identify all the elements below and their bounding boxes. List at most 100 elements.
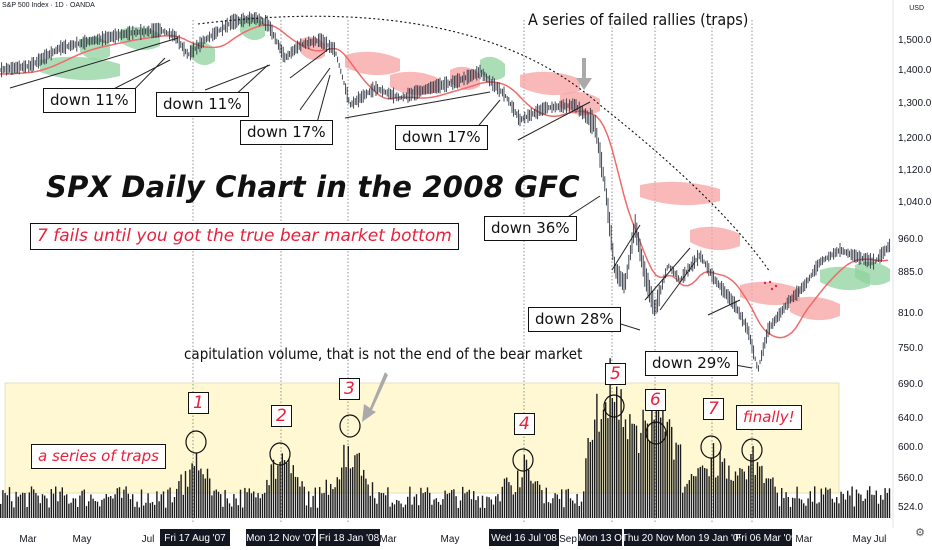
rally-trend-line — [659, 261, 696, 311]
signal-dot — [774, 284, 778, 288]
volume-bar — [572, 500, 574, 518]
volume-bar — [435, 498, 437, 518]
trap-number-1: 1 — [188, 392, 209, 415]
rally-trend-line — [204, 64, 271, 91]
capitulation-arrow-icon — [362, 372, 388, 422]
volume-bar — [730, 479, 732, 518]
volume-bar — [253, 491, 255, 518]
volume-bar — [409, 486, 411, 518]
cloud-band — [640, 181, 720, 206]
date-highlight-label: Mon 19 Jan '09 — [676, 533, 745, 544]
volume-bar — [35, 493, 37, 518]
volume-bar — [85, 506, 88, 518]
volume-bar — [268, 485, 270, 518]
volume-bar — [147, 493, 149, 518]
volume-peak-circle — [741, 438, 763, 462]
volume-bar — [851, 486, 853, 518]
volume-bar — [134, 506, 136, 518]
cloud-band — [855, 261, 890, 286]
volume-bar — [70, 502, 72, 518]
drawdown-callout-3: down 17% — [240, 120, 333, 145]
volume-bar — [743, 471, 745, 518]
volume-bar — [803, 503, 805, 518]
volume-bar — [682, 492, 684, 518]
volume-bar — [402, 507, 404, 518]
date-highlight-bg — [246, 529, 316, 546]
price-tick-label: 640.0 — [898, 413, 923, 424]
volume-bar — [464, 493, 466, 518]
volume-peak-circle — [645, 421, 667, 445]
volume-bar — [107, 496, 110, 518]
volume-bar — [222, 506, 224, 518]
volume-bar — [875, 490, 877, 518]
volume-bar — [398, 500, 400, 518]
volume-bar — [646, 423, 649, 518]
volume-bar — [706, 468, 708, 518]
date-highlight-bg — [318, 529, 380, 546]
volume-bar — [442, 499, 444, 518]
volume-bar — [193, 466, 195, 518]
volume-bar — [521, 477, 523, 518]
volume-bar — [101, 499, 103, 518]
volume-bar — [308, 491, 310, 518]
drawdown-callout-2: down 11% — [156, 92, 249, 117]
volume-bar — [448, 493, 451, 518]
volume-bar — [354, 455, 356, 518]
settings-gear-icon[interactable]: ⚙ — [915, 527, 925, 539]
volume-bar — [774, 486, 776, 518]
volume-bar — [431, 504, 433, 518]
volume-bar — [635, 425, 638, 518]
volume-bar — [171, 502, 173, 518]
volume-bar — [55, 486, 57, 518]
volume-bar — [767, 478, 770, 518]
volume-peak-circle — [512, 448, 534, 472]
volume-bar — [314, 487, 316, 518]
price-tick-label: 600.0 — [898, 442, 923, 453]
moving-average-line — [0, 24, 889, 339]
volume-bar — [539, 484, 541, 518]
volume-bar — [699, 466, 701, 518]
volume-bar — [701, 465, 704, 518]
trap-number-6: 6 — [645, 389, 666, 412]
volume-bar — [277, 465, 279, 518]
date-highlight-bg — [676, 529, 744, 546]
volume-bar — [371, 482, 374, 518]
volume-bar — [4, 492, 6, 518]
volume-bar — [576, 493, 578, 518]
volume-bar — [325, 479, 327, 518]
volume-bar — [684, 486, 686, 518]
volume-bar — [250, 493, 253, 518]
volume-bar — [349, 468, 352, 518]
cloud-band — [690, 226, 740, 251]
drawdown-callout-6: down 28% — [528, 307, 621, 332]
volume-bar — [558, 498, 561, 518]
volume-bar — [481, 495, 484, 518]
time-tick-label: Sep — [559, 534, 577, 545]
time-tick-label: Jul — [874, 534, 887, 545]
volume-bar — [281, 453, 283, 518]
volume-bar — [312, 495, 314, 518]
price-tick-label: 560.0 — [898, 473, 923, 484]
volume-bar — [374, 498, 376, 518]
series-of-traps-label: a series of traps — [31, 444, 166, 469]
volume-bar — [259, 498, 261, 518]
volume-bar — [627, 439, 629, 518]
volume-bar — [594, 419, 596, 518]
date-highlight-label: Fri 06 Mar '09 — [735, 533, 797, 544]
cloud-band — [345, 51, 400, 76]
volume-bar — [88, 501, 90, 518]
volume-bar — [244, 487, 246, 518]
rally-trend-line — [9, 37, 179, 89]
volume-bar — [752, 445, 754, 518]
volume-bar — [616, 386, 618, 518]
volume-bar — [833, 502, 836, 518]
trap-number-3: 3 — [339, 378, 360, 401]
volume-bar — [444, 490, 446, 518]
volume-bar — [0, 503, 2, 518]
volume-bar — [884, 488, 886, 518]
volume-bar — [796, 486, 798, 518]
volume-bar — [15, 491, 17, 518]
volume-bar — [413, 496, 415, 518]
volume-bar — [723, 458, 726, 518]
